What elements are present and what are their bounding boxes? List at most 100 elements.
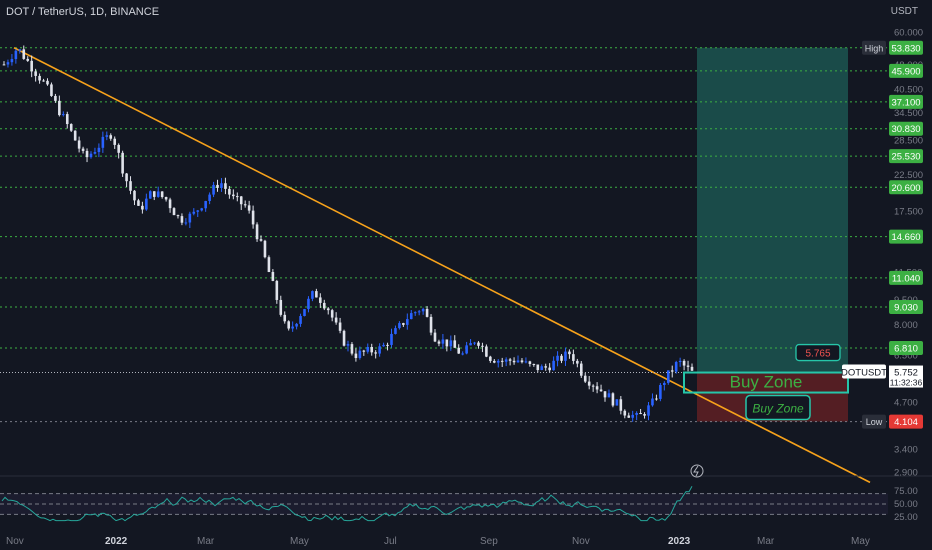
candle: [73, 130, 77, 141]
candle: [386, 344, 389, 346]
level-price-tag: [889, 341, 923, 356]
symbol-tag-box: [842, 364, 886, 379]
candle: [14, 50, 18, 60]
x-tick-label: May: [851, 536, 870, 547]
candle: [576, 360, 579, 364]
x-tick-label: 2023: [668, 536, 691, 547]
candle: [334, 317, 338, 323]
candle: [500, 360, 504, 362]
level-price-label: 37.100: [891, 97, 920, 108]
candle: [113, 138, 117, 145]
candle: [137, 200, 140, 206]
candle: [338, 322, 342, 331]
candle: [686, 365, 690, 367]
candle: [540, 366, 544, 371]
x-tick-label: Mar: [757, 536, 775, 547]
candle: [283, 314, 287, 322]
candle: [611, 393, 615, 406]
candle: [390, 333, 393, 345]
candle: [425, 308, 429, 317]
candle: [615, 399, 619, 406]
candle: [619, 399, 623, 411]
level-price-label: 53.830: [891, 43, 920, 54]
y-tick-label: 22.500: [894, 170, 923, 181]
candle: [168, 199, 172, 209]
candle: [208, 194, 211, 201]
candle: [69, 124, 73, 131]
level-price-tag: [889, 270, 923, 285]
candle: [295, 323, 298, 327]
candle: [682, 360, 686, 366]
candle: [18, 49, 22, 51]
candle: [374, 352, 377, 354]
rsi-tick-label: 75.00: [894, 486, 918, 497]
level-price-tag: [889, 94, 923, 109]
candle: [453, 340, 457, 348]
candle: [485, 346, 488, 357]
y-tick-label: 60.000: [894, 28, 923, 39]
candle: [461, 353, 464, 355]
y-tick-label: 34.500: [894, 108, 923, 119]
candle: [330, 310, 334, 318]
candle: [224, 183, 227, 189]
rsi-line: [1, 486, 693, 522]
candle: [212, 184, 215, 195]
candle: [647, 405, 650, 416]
candle: [350, 344, 354, 354]
candle: [489, 356, 492, 361]
level-tag: High: [865, 43, 884, 53]
level-price-label: 6.810: [894, 344, 918, 355]
level-price-label: 14.660: [891, 232, 920, 243]
candle: [141, 205, 144, 210]
candle: [568, 351, 571, 355]
candle: [38, 75, 41, 81]
candle: [81, 148, 85, 151]
price-axis: 60.00048.00040.50034.50028.50022.50017.5…: [862, 28, 923, 479]
entry-note: 5.765: [805, 349, 830, 360]
level-price-label: 11.040: [892, 273, 920, 284]
level-price-tag: [889, 180, 923, 195]
alert-icon: [690, 464, 704, 478]
candle: [188, 213, 192, 223]
level-lines: [0, 47, 888, 423]
candle: [267, 257, 271, 272]
candle: [421, 308, 425, 312]
candle: [492, 360, 496, 363]
candle: [663, 382, 666, 386]
target-zone: [697, 47, 848, 373]
candle: [239, 196, 243, 205]
candle: [532, 363, 536, 365]
candle: [192, 211, 196, 214]
candle: [583, 375, 587, 382]
candle: [639, 413, 642, 415]
candle: [449, 340, 453, 347]
candle: [10, 59, 14, 63]
candle: [172, 208, 176, 216]
candle: [58, 100, 61, 116]
alert-bolt-icon: [693, 465, 699, 477]
countdown-label: 11:32:36: [890, 378, 923, 388]
candle: [255, 224, 259, 240]
candle: [121, 152, 124, 174]
candle: [378, 346, 381, 354]
candle: [623, 410, 627, 416]
y-tick-label: 17.500: [894, 206, 923, 217]
candle: [101, 136, 105, 148]
buy-zone-label: Buy Zone: [730, 373, 803, 392]
buy-zone-box: [683, 371, 849, 394]
candle: [674, 362, 678, 372]
x-tick-label: 2022: [105, 536, 128, 547]
candle: [129, 181, 132, 191]
candle: [406, 319, 409, 325]
chart-title: DOT / TetherUS, 1D, BINANCE: [6, 6, 160, 18]
candle: [548, 367, 551, 371]
x-tick-label: Jul: [384, 536, 397, 547]
candle: [204, 200, 207, 209]
candle: [437, 341, 441, 344]
buy-zone-callout-label: Buy Zone: [752, 402, 804, 416]
candle: [591, 385, 595, 387]
candle: [62, 114, 65, 116]
x-tick-label: May: [290, 536, 309, 547]
candle: [133, 190, 136, 201]
